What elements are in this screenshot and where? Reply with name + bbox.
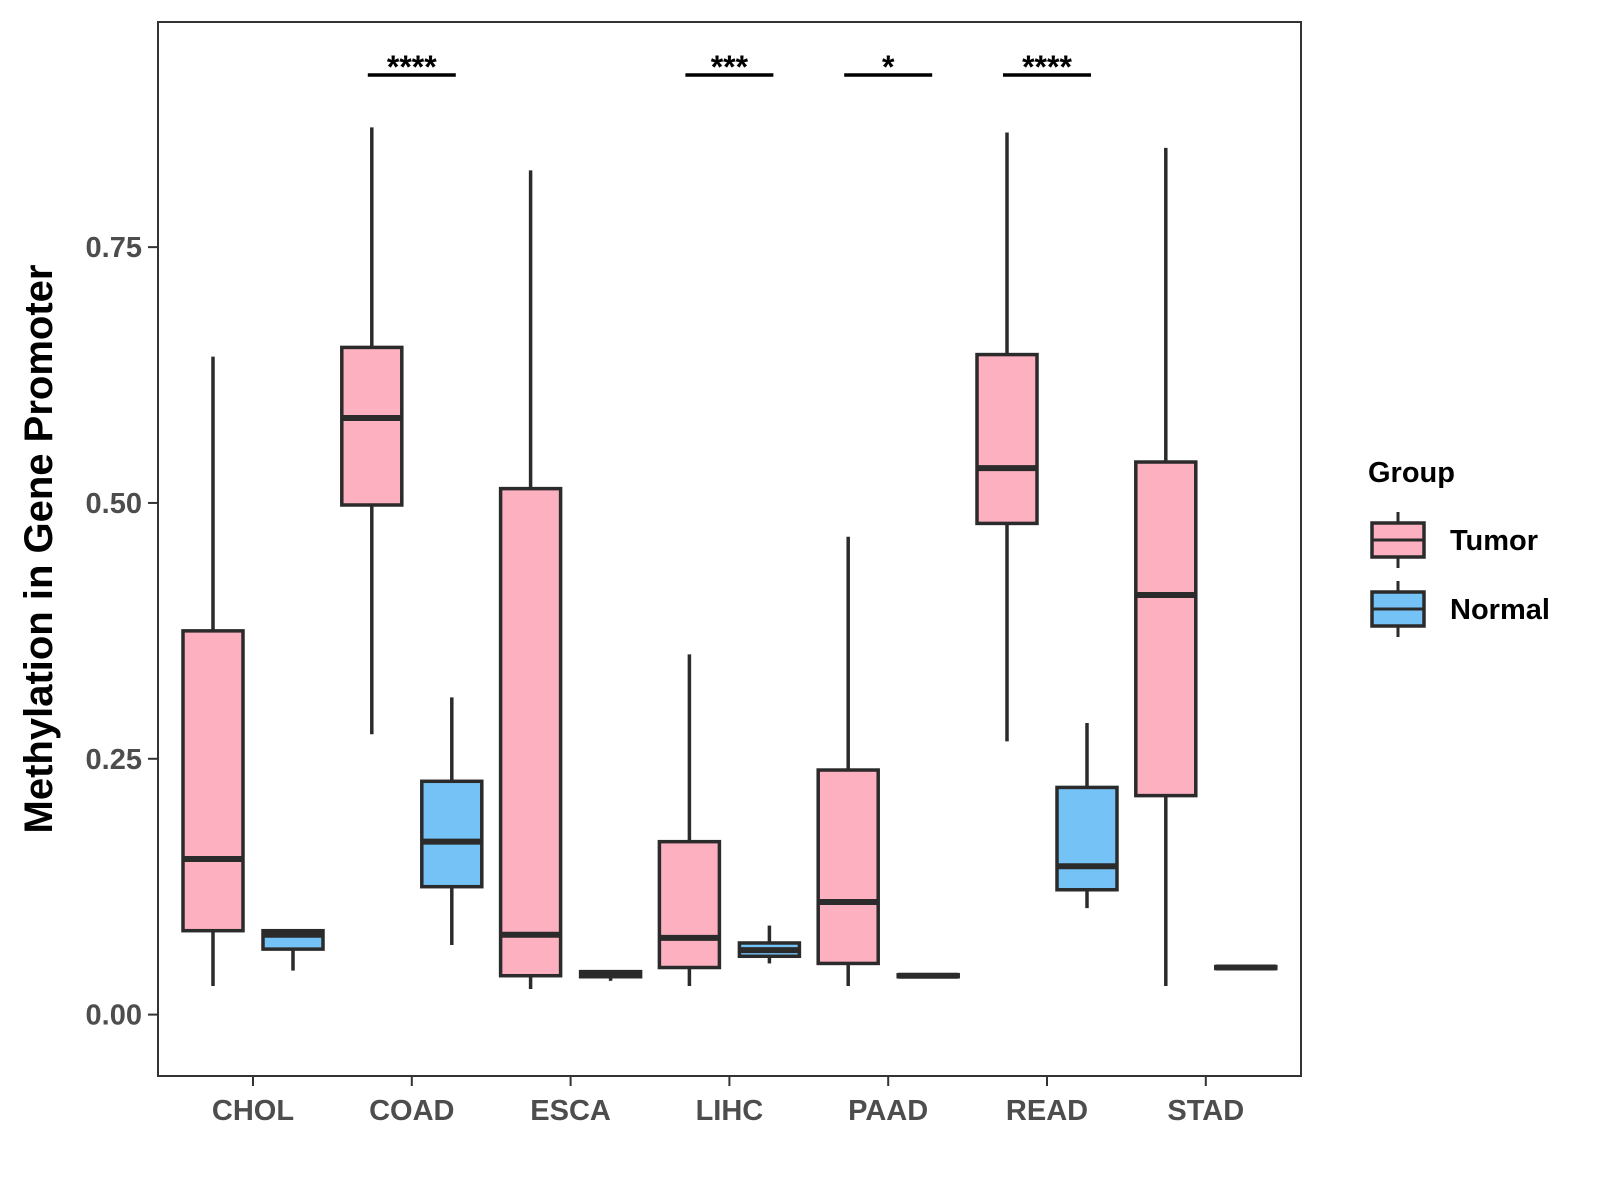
significance-stars: ****: [387, 49, 437, 85]
legend-title: Group: [1368, 457, 1455, 489]
box-normal-coad: [420, 697, 484, 946]
legend-item-normal: Normal: [1370, 581, 1550, 637]
significance-coad: ****: [367, 49, 456, 85]
x-tick-label: LIHC: [696, 1095, 764, 1127]
box-normal-read: [1055, 722, 1119, 909]
y-tick-label: 0.25: [86, 744, 142, 776]
box-body: [1134, 460, 1198, 798]
significance-stars: ***: [711, 49, 749, 85]
box-tumor-lihc: [657, 654, 722, 986]
x-tick-label: READ: [1006, 1095, 1088, 1127]
box-body: [420, 779, 484, 889]
box-normal-esca: [578, 969, 643, 981]
legend: Group Tumor Normal: [1368, 457, 1550, 637]
box-normal-stad: [1214, 964, 1278, 971]
box-body: [816, 768, 880, 966]
box-body: [975, 352, 1039, 526]
box-normal-chol: [261, 928, 325, 971]
x-tick-label: STAD: [1167, 1095, 1244, 1127]
box-body: [340, 345, 404, 507]
annotations-layer: **** *** * ****: [367, 49, 1091, 85]
box-body: [1055, 785, 1119, 892]
plot-panel: [157, 21, 1302, 1077]
box-normal-paad: [896, 972, 960, 979]
significance-paad: *: [844, 49, 933, 85]
x-tick-label: PAAD: [848, 1095, 928, 1127]
box-tumor-coad: [340, 127, 404, 735]
legend-label: Normal: [1450, 594, 1550, 626]
y-tick-label: 0.50: [86, 488, 142, 520]
box-body: [657, 839, 722, 970]
box-tumor-esca: [498, 170, 563, 990]
significance-lihc: ***: [685, 49, 774, 85]
box-tumor-paad: [816, 536, 880, 986]
x-tick-label: ESCA: [530, 1095, 611, 1127]
y-tick-label: 0.75: [86, 232, 142, 264]
boxes-layer: [181, 127, 1278, 990]
significance-read: ****: [1003, 49, 1091, 85]
box-tumor-stad: [1134, 147, 1198, 986]
legend-label: Tumor: [1450, 525, 1538, 557]
box-tumor-read: [975, 132, 1039, 742]
box-normal-lihc: [737, 925, 802, 964]
significance-stars: *: [882, 49, 895, 85]
x-axis: CHOL COAD ESCA LIHC PAAD READ STAD: [212, 1076, 1244, 1127]
box-body: [498, 486, 563, 978]
legend-item-tumor: Tumor: [1370, 512, 1538, 568]
box-tumor-chol: [181, 356, 245, 986]
significance-stars: ****: [1022, 49, 1072, 85]
box-body: [181, 629, 245, 933]
y-axis: 0.00 0.25 0.50 0.75: [86, 232, 158, 1032]
x-tick-label: CHOL: [212, 1095, 294, 1127]
x-tick-label: COAD: [369, 1095, 454, 1127]
y-tick-label: 0.00: [86, 1000, 142, 1032]
y-axis-label: Methylation in Gene Promoter: [17, 265, 61, 834]
